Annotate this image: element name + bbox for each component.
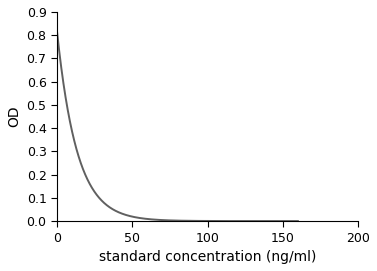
X-axis label: standard concentration (ng/ml): standard concentration (ng/ml) bbox=[99, 250, 316, 264]
Y-axis label: OD: OD bbox=[7, 106, 21, 127]
